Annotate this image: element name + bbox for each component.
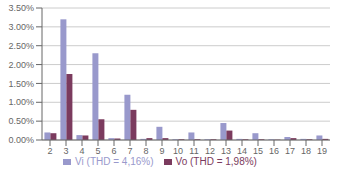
svg-text:3: 3 xyxy=(63,146,68,156)
svg-text:2: 2 xyxy=(47,146,52,156)
svg-text:19: 19 xyxy=(317,146,327,156)
svg-text:8: 8 xyxy=(143,146,148,156)
svg-text:1.00%: 1.00% xyxy=(8,97,34,107)
svg-text:6: 6 xyxy=(111,146,116,156)
svg-text:7: 7 xyxy=(127,146,132,156)
svg-text:1.50%: 1.50% xyxy=(8,79,34,89)
svg-text:9: 9 xyxy=(159,146,164,156)
svg-text:2.50%: 2.50% xyxy=(8,41,34,51)
svg-text:14: 14 xyxy=(237,146,247,156)
svg-text:3.00%: 3.00% xyxy=(8,22,34,32)
html-text:Vo (THD = 1,98%): Vo (THD = 1,98%) xyxy=(175,156,257,167)
svg-text:16: 16 xyxy=(269,146,279,156)
svg-text:12: 12 xyxy=(205,146,215,156)
svg-text:13: 13 xyxy=(221,146,231,156)
svg-text:11: 11 xyxy=(189,146,198,156)
svg-text:0.00%: 0.00% xyxy=(8,135,34,145)
svg-text:0.50%: 0.50% xyxy=(8,116,34,126)
svg-text:10: 10 xyxy=(173,146,183,156)
svg-text:17: 17 xyxy=(285,146,295,156)
svg-text:3.50%: 3.50% xyxy=(8,3,34,13)
svg-text:5: 5 xyxy=(95,146,100,156)
svg-text:4: 4 xyxy=(79,146,84,156)
html-text:Vi (THD = 4,16%): Vi (THD = 4,16%) xyxy=(75,156,154,167)
svg-text:18: 18 xyxy=(301,146,311,156)
svg-text:15: 15 xyxy=(253,146,263,156)
svg-text:2.00%: 2.00% xyxy=(8,60,34,70)
